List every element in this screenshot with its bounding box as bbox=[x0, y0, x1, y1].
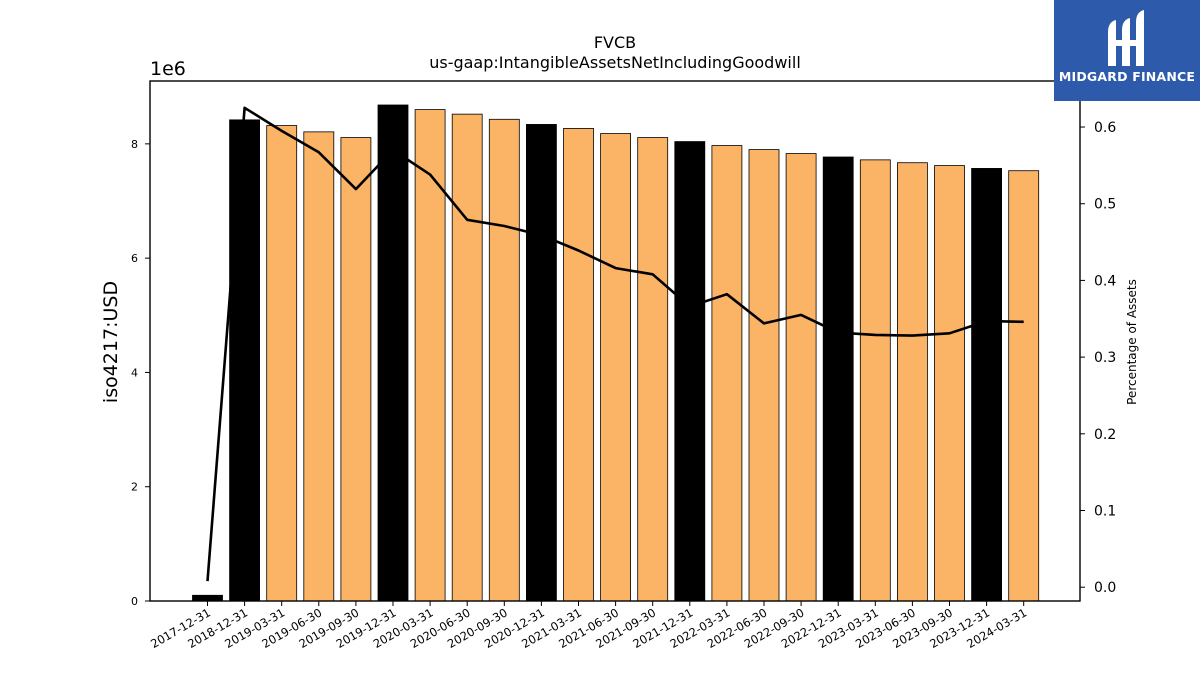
y2-tick-label: 0.1 bbox=[1094, 503, 1116, 519]
plot-frame bbox=[149, 80, 1081, 602]
chart-title: FVCB bbox=[594, 33, 636, 52]
bar-2019-03-31 bbox=[266, 125, 298, 602]
pct-of-assets-line bbox=[206, 106, 1024, 582]
y-axis-label: iso4217:USD bbox=[100, 281, 122, 403]
logo-mark-icon bbox=[1108, 10, 1144, 66]
bars-group bbox=[192, 104, 1040, 602]
bar-2018-12-31 bbox=[229, 119, 261, 602]
bar-2023-06-30 bbox=[897, 162, 928, 602]
bar-2019-12-31 bbox=[377, 104, 409, 602]
bar-2019-06-30 bbox=[303, 131, 335, 602]
chart-subtitle: us-gaap:IntangibleAssetsNetIncludingGood… bbox=[429, 53, 801, 72]
bar-2021-06-30 bbox=[600, 133, 631, 602]
y2-tick-label: 0.3 bbox=[1094, 350, 1116, 366]
bar-2020-06-30 bbox=[451, 113, 483, 602]
y-tick-label: 0 bbox=[131, 595, 138, 608]
bar-2021-03-31 bbox=[563, 128, 594, 602]
y2-axis-label: Percentage of Assets bbox=[1125, 279, 1139, 405]
bar-2021-09-30 bbox=[637, 137, 669, 602]
bar-2020-09-30 bbox=[488, 118, 520, 602]
y-tick-label: 6 bbox=[131, 252, 138, 265]
bar-2022-09-30 bbox=[785, 153, 817, 602]
brand-logo: MIDGARD FINANCE bbox=[1054, 0, 1200, 101]
bar-2023-09-30 bbox=[934, 165, 965, 602]
y2-tick-label: 0.2 bbox=[1094, 427, 1116, 443]
bar-2019-09-30 bbox=[340, 137, 372, 602]
bar-2022-12-31 bbox=[822, 156, 854, 602]
bar-2023-12-31 bbox=[971, 168, 1002, 602]
y-tick-label: 8 bbox=[131, 138, 138, 151]
bar-2024-03-31 bbox=[1008, 170, 1040, 602]
bar-2021-12-31 bbox=[674, 141, 706, 602]
bar-2022-03-31 bbox=[711, 145, 743, 602]
y-offset-text: 1e6 bbox=[150, 58, 186, 80]
logo-text: MIDGARD FINANCE bbox=[1058, 69, 1196, 84]
y-tick-label: 2 bbox=[131, 481, 138, 494]
bar-2023-03-31 bbox=[859, 159, 891, 602]
y2-tick-label: 0.6 bbox=[1094, 120, 1116, 136]
bar-2020-12-31 bbox=[526, 124, 557, 602]
bar-2017-12-31 bbox=[192, 594, 223, 602]
y-tick-label: 4 bbox=[131, 366, 138, 379]
y2-tick-label: 0.4 bbox=[1094, 273, 1116, 289]
y2-tick-label: 0.0 bbox=[1094, 580, 1116, 596]
bar-2022-06-30 bbox=[748, 149, 780, 602]
y2-tick-label: 0.5 bbox=[1094, 197, 1116, 213]
bar-2020-03-31 bbox=[414, 109, 446, 602]
line-group bbox=[206, 106, 1024, 582]
